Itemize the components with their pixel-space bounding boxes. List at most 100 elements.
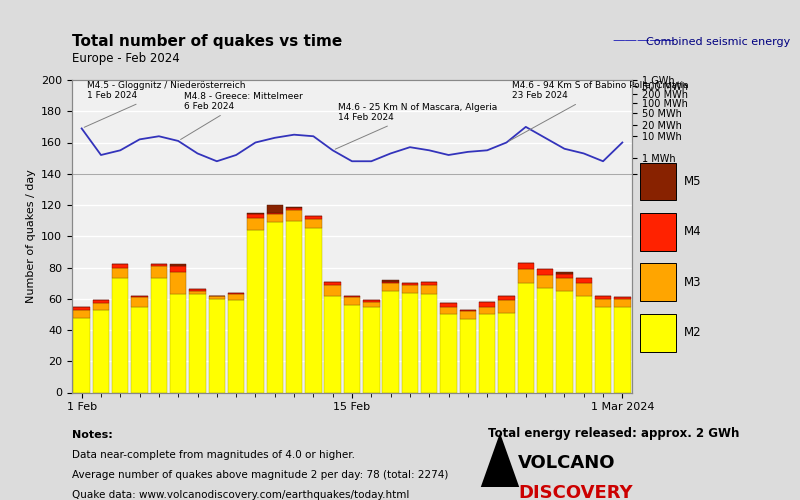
Text: M4: M4 xyxy=(684,226,702,238)
Bar xyxy=(640,264,677,301)
Bar xyxy=(325,296,341,392)
Bar xyxy=(170,266,186,272)
Bar xyxy=(228,294,244,300)
Text: DISCOVERY: DISCOVERY xyxy=(518,484,633,500)
Bar xyxy=(460,311,476,319)
Text: M4.6 - 25 Km N of Mascara, Algeria
14 Feb 2024: M4.6 - 25 Km N of Mascara, Algeria 14 Fe… xyxy=(335,103,498,149)
Bar xyxy=(305,219,322,228)
Bar xyxy=(286,220,302,392)
Bar xyxy=(131,306,148,392)
Bar xyxy=(325,282,341,284)
Bar xyxy=(479,314,495,392)
Bar xyxy=(595,296,611,298)
Bar xyxy=(402,283,418,284)
Text: M3: M3 xyxy=(684,276,702,289)
Bar xyxy=(170,272,186,294)
Bar xyxy=(74,310,90,318)
Bar xyxy=(344,297,360,305)
Bar xyxy=(247,230,264,392)
Bar xyxy=(305,216,322,219)
Bar xyxy=(640,314,677,352)
Bar xyxy=(575,278,592,283)
Bar xyxy=(170,264,186,266)
Bar xyxy=(112,264,129,268)
Polygon shape xyxy=(481,433,519,487)
Bar xyxy=(344,305,360,392)
Bar xyxy=(614,297,630,298)
Bar xyxy=(286,210,302,220)
Bar xyxy=(112,268,129,278)
Bar xyxy=(382,280,399,281)
Bar xyxy=(498,313,514,392)
Text: M4.8 - Greece: Mittelmeer
6 Feb 2024: M4.8 - Greece: Mittelmeer 6 Feb 2024 xyxy=(181,92,302,140)
Bar xyxy=(575,283,592,296)
Bar xyxy=(460,319,476,392)
Text: VOLCANO: VOLCANO xyxy=(518,454,616,472)
Text: Notes:: Notes: xyxy=(72,430,113,440)
Bar xyxy=(382,282,399,283)
Bar xyxy=(440,314,457,392)
Bar xyxy=(402,284,418,292)
Bar xyxy=(460,310,476,311)
Bar xyxy=(228,292,244,294)
Bar xyxy=(93,300,109,304)
Bar xyxy=(209,298,225,392)
Bar xyxy=(74,318,90,392)
Bar xyxy=(363,302,379,306)
Bar xyxy=(402,292,418,392)
Bar xyxy=(266,214,283,222)
Bar xyxy=(112,278,129,392)
Bar xyxy=(228,300,244,392)
Bar xyxy=(286,208,302,210)
Text: Europe - Feb 2024: Europe - Feb 2024 xyxy=(72,52,180,65)
Bar xyxy=(498,300,514,313)
Bar xyxy=(305,228,322,392)
Bar xyxy=(190,291,206,294)
Bar xyxy=(518,269,534,283)
Bar xyxy=(150,266,167,278)
Text: Combined seismic energy: Combined seismic energy xyxy=(646,37,790,47)
Bar xyxy=(190,294,206,392)
Bar xyxy=(537,276,554,288)
Bar xyxy=(440,304,457,306)
Bar xyxy=(421,294,438,392)
Text: Data near-complete from magnitudes of 4.0 or higher.: Data near-complete from magnitudes of 4.… xyxy=(72,450,355,460)
Bar xyxy=(614,306,630,392)
Bar xyxy=(556,272,573,274)
Text: Quake data: www.volcanodiscovery.com/earthquakes/today.html: Quake data: www.volcanodiscovery.com/ear… xyxy=(72,490,410,500)
Bar xyxy=(363,306,379,392)
Bar xyxy=(131,297,148,306)
Bar xyxy=(382,283,399,291)
Text: M5: M5 xyxy=(684,175,702,188)
Bar xyxy=(537,269,554,276)
Bar xyxy=(74,306,90,310)
Text: Total number of quakes vs time: Total number of quakes vs time xyxy=(72,34,342,49)
Bar xyxy=(93,310,109,392)
Bar xyxy=(382,291,399,392)
Bar xyxy=(479,306,495,314)
Text: —————: ————— xyxy=(612,34,674,47)
Bar xyxy=(575,296,592,392)
Bar xyxy=(537,288,554,393)
Text: M2: M2 xyxy=(684,326,702,339)
Bar xyxy=(640,213,677,251)
Bar xyxy=(247,213,264,214)
Bar xyxy=(266,222,283,392)
Bar xyxy=(479,302,495,306)
Bar xyxy=(286,206,302,208)
Text: M4.5 - Gloggnitz / Niederösterreich
1 Feb 2024: M4.5 - Gloggnitz / Niederösterreich 1 Fe… xyxy=(84,81,246,128)
Bar xyxy=(131,296,148,297)
Bar xyxy=(556,291,573,392)
Bar xyxy=(150,278,167,392)
Bar xyxy=(209,296,225,298)
Bar xyxy=(640,162,677,200)
Bar xyxy=(344,296,360,297)
Y-axis label: Number of quakes / day: Number of quakes / day xyxy=(26,170,35,303)
Bar xyxy=(266,205,283,213)
Bar xyxy=(614,298,630,306)
Bar xyxy=(498,296,514,300)
Bar xyxy=(170,294,186,392)
Bar xyxy=(93,304,109,310)
Text: M4.6 - 94 Km S of Babino Polje, Croatia
23 Feb 2024: M4.6 - 94 Km S of Babino Polje, Croatia … xyxy=(509,81,689,141)
Bar xyxy=(150,264,167,266)
